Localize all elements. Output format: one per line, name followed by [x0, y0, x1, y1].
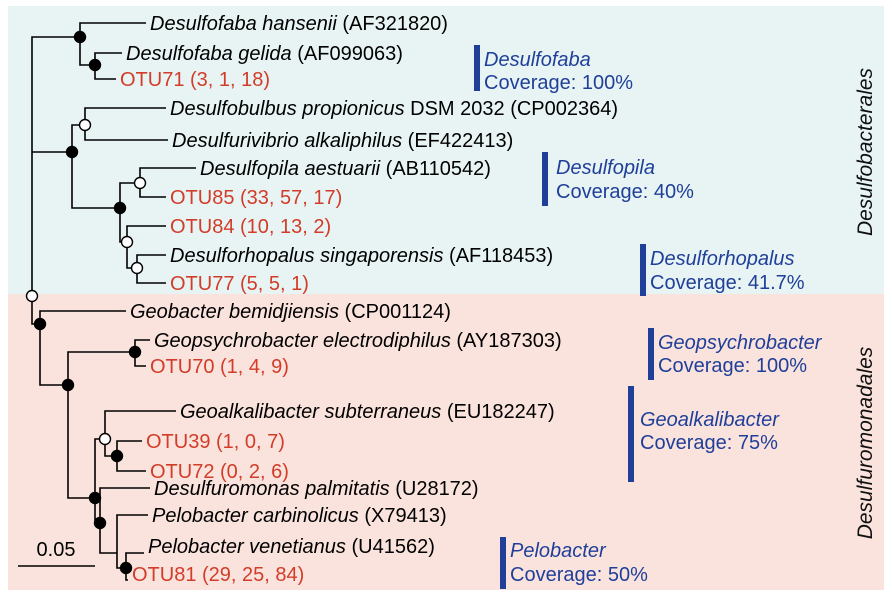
- genus-label: Desulforhopalus: [650, 248, 795, 270]
- coverage-label: Coverage: 75%: [640, 432, 778, 454]
- group-bracket: [628, 386, 634, 482]
- node-supported: [88, 58, 102, 72]
- leaf-label: Pelobacter carbinolicus (X79413): [152, 505, 447, 527]
- desulfobacterales-panel: [8, 6, 884, 294]
- leaf-label: Pelobacter venetianus (U41562): [148, 536, 435, 558]
- otu-label: OTU71 (3, 1, 18): [120, 69, 270, 91]
- scale-bar-label: 0.05: [37, 539, 76, 561]
- node-unsupported: [78, 118, 92, 132]
- node-unsupported: [120, 235, 134, 249]
- genus-label: Geoalkalibacter: [640, 409, 780, 431]
- node-unsupported: [98, 432, 112, 446]
- leaf-labels: Desulfofaba hansenii (AF321820) Desulfof…: [120, 13, 618, 586]
- coverage-label: Coverage: 50%: [510, 564, 648, 586]
- leaf-label: Desulfofaba gelida (AF099063): [126, 43, 403, 65]
- genus-label: Pelobacter: [510, 540, 607, 562]
- otu-label: OTU39 (1, 0, 7): [146, 431, 285, 453]
- leaf-label: Desulfofaba hansenii (AF321820): [150, 13, 448, 35]
- node-supported: [119, 561, 133, 575]
- otu-label: OTU70 (1, 4, 9): [150, 356, 289, 378]
- genus-groups: Desulfofaba Coverage: 100% Desulfopila C…: [474, 45, 823, 589]
- order-label: Desulfuromonadales: [854, 346, 877, 539]
- tree-branches: [31, 22, 196, 581]
- genus-label: Desulfopila: [556, 157, 655, 179]
- node-supported: [113, 201, 127, 215]
- leaf-label: Geobacter bemidjiensis (CP001124): [130, 301, 451, 323]
- node-unsupported: [130, 261, 144, 275]
- group-bracket: [640, 244, 646, 296]
- group-bracket: [500, 537, 506, 589]
- coverage-label: Coverage: 41.7%: [650, 272, 805, 294]
- node-unsupported: [25, 289, 39, 303]
- node-supported: [65, 145, 79, 159]
- group-bracket: [648, 328, 654, 380]
- otu-label: OTU81 (29, 25, 84): [132, 564, 304, 586]
- leaf-label: Geopsychrobacter electrodiphilus (AY1873…: [154, 330, 562, 352]
- genus-label: Desulfofaba: [484, 49, 591, 71]
- otu-label: OTU85 (33, 57, 17): [170, 187, 342, 209]
- node-supported: [93, 516, 107, 530]
- node-supported: [128, 345, 142, 359]
- leaf-label: Desulfurivibrio alkaliphilus (EF422413): [172, 130, 513, 152]
- otu-label: OTU84 (10, 13, 2): [170, 216, 331, 238]
- leaf-label: Desulforhopalus singaporensis (AF118453): [170, 245, 553, 267]
- group-bracket: [542, 152, 548, 206]
- node-supported: [61, 378, 75, 392]
- leaf-label: Desulfobulbus propionicus DSM 2032 (CP00…: [170, 98, 618, 120]
- node-supported: [110, 449, 124, 463]
- desulfuromonadales-panel: [8, 294, 884, 590]
- coverage-label: Coverage: 100%: [658, 355, 807, 377]
- otu-label: OTU77 (5, 5, 1): [170, 273, 309, 295]
- otu-label: OTU72 (0, 2, 6): [150, 461, 289, 483]
- node-supported: [73, 30, 87, 44]
- coverage-label: Coverage: 100%: [484, 72, 633, 94]
- tree-nodes: [25, 30, 147, 575]
- node-unsupported: [133, 176, 147, 190]
- leaf-label: Desulfopila aestuarii (AB110542): [200, 158, 491, 180]
- node-supported: [33, 317, 47, 331]
- coverage-label: Coverage: 40%: [556, 181, 694, 203]
- leaf-label: Geoalkalibacter subterraneus (EU182247): [180, 401, 555, 423]
- node-supported: [88, 491, 102, 505]
- order-label: Desulfobacterales: [854, 67, 877, 236]
- genus-label: Geopsychrobacter: [658, 332, 823, 354]
- leaf-label: Desulfuromonas palmitatis (U28172): [154, 478, 479, 500]
- group-bracket: [474, 45, 480, 91]
